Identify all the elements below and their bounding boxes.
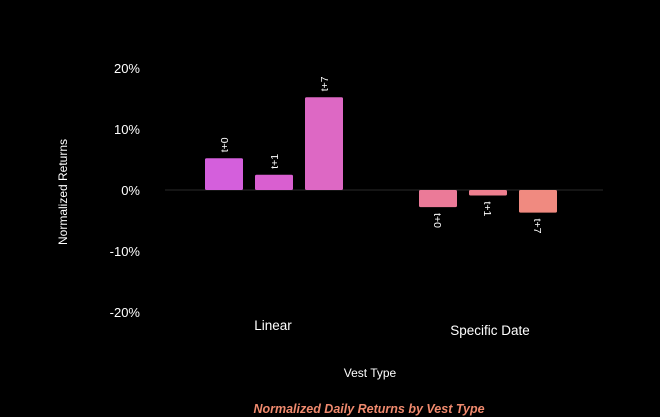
bar-specific-date-t0 <box>419 190 457 208</box>
y-axis-ticks: 20% 10% 0% -10% -20% <box>110 61 141 320</box>
bars-layer <box>205 97 557 213</box>
y-tick-label: 0% <box>121 183 140 198</box>
y-tick-label: -10% <box>110 244 141 259</box>
category-label: Specific Date <box>450 323 530 338</box>
y-tick-label: 10% <box>114 122 140 137</box>
bar-linear-t1 <box>255 174 293 190</box>
bar-data-label: t+7 <box>531 219 543 234</box>
bar-data-label: t+1 <box>481 201 493 216</box>
bar-data-label: t+7 <box>319 76 331 91</box>
y-tick-label: 20% <box>114 61 140 76</box>
x-axis-title: Vest Type <box>344 366 397 380</box>
bar-labels-layer: t+0 t+1 t+7 t+0 t+1 t+7 <box>219 76 543 233</box>
y-tick-label: -20% <box>110 305 141 320</box>
bar-linear-t0 <box>205 158 243 190</box>
bar-linear-t7 <box>305 97 343 190</box>
bar-specific-date-t1 <box>469 190 507 196</box>
bar-specific-date-t7 <box>519 190 557 213</box>
y-axis-title: Normalized Returns <box>56 139 70 245</box>
bar-data-label: t+0 <box>219 137 231 152</box>
category-labels-layer: Linear Specific Date <box>254 318 530 338</box>
category-label: Linear <box>254 318 292 333</box>
chart-title: Normalized Daily Returns by Vest Type <box>253 402 484 416</box>
bar-data-label: t+0 <box>431 213 443 228</box>
bar-data-label: t+1 <box>269 154 281 169</box>
